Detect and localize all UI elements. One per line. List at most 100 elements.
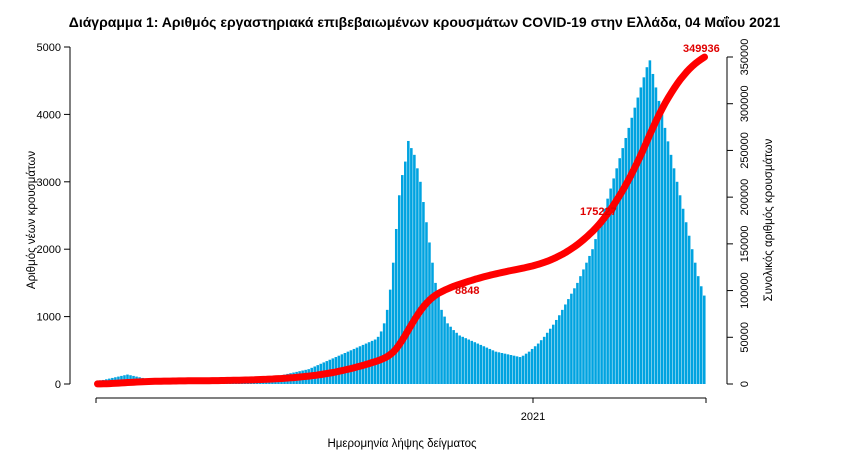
bar [603,208,606,384]
bar [476,343,480,384]
bar [443,316,446,384]
bar [551,324,555,384]
bar [615,168,618,384]
y-tick-label: 4000 [37,109,61,121]
bar [579,276,582,384]
bar [437,296,440,384]
bar [404,161,407,384]
y2-axis-label: Συνολικός αριθμός κρουσμάτων [763,138,775,301]
bar [515,356,519,384]
chart-title: Διάγραμμα 1: Αριθμός εργαστηριακά επιβεβ… [68,14,781,30]
bar [645,67,649,384]
bar [416,168,419,384]
bar [660,114,664,385]
bar [648,60,652,384]
bar [536,343,540,384]
bar [464,338,467,384]
bar [467,339,471,384]
bar [407,140,410,384]
bar [482,346,486,384]
y2-tick-label: 0 [739,381,751,387]
bar [422,202,425,384]
bar [591,249,594,384]
bar [385,309,389,384]
bar [633,107,637,384]
bar [573,288,576,384]
y-tick-label: 3000 [37,177,61,189]
bar [401,175,404,384]
bar [570,293,573,384]
bar [639,87,643,384]
bar [485,347,489,384]
bar [609,188,612,384]
bar [521,355,525,384]
bar [636,97,640,385]
y2-tick-label: 350000 [739,39,751,76]
bar [558,315,561,384]
bar [612,178,615,384]
bar [497,352,501,384]
bar [518,357,522,384]
bar [702,295,706,384]
bar [696,276,700,384]
callout-8848: 8848 [455,285,479,297]
bar [567,299,570,384]
bar [488,348,492,384]
bar [470,340,474,384]
bar-group [96,60,706,385]
bar [621,148,625,384]
bar [594,239,597,384]
cumulative-line-group [94,53,708,388]
bar [672,168,676,384]
y-tick-label: 0 [55,379,61,391]
bar [585,262,588,384]
y-axis-label: Αριθμός νέων κρουσμάτων [26,151,38,289]
bar [606,198,609,384]
bar [687,235,691,384]
bar [597,228,600,384]
cumulative-line [94,53,708,388]
bar [527,351,531,384]
bar [388,289,392,384]
bar [545,332,549,384]
bar [564,304,567,384]
bar [506,354,510,384]
y2-tick-label: 200000 [739,179,751,216]
bar [654,87,658,384]
bar [657,100,661,385]
bar [431,262,434,384]
y2-tick-label: 50000 [739,322,751,353]
bar [503,353,507,384]
y-ticks-right: 0 50000 100000 150000 200000 250000 300000 3500… [727,39,751,387]
bar [618,158,621,384]
bar [434,282,437,384]
bar [479,344,483,384]
bar [419,181,422,384]
bar [413,154,416,384]
x-tick-label-2021: 2021 [521,411,545,423]
bar [391,262,395,384]
bar [600,218,603,384]
bar [651,73,655,385]
bar [669,154,673,384]
bar [678,195,682,384]
y2-tick-label: 300000 [739,85,751,122]
y-ticks-left: 0 1000 2000 3000 4000 5000 [37,42,70,391]
bar [455,332,458,384]
bar [681,208,685,384]
bar [690,249,694,384]
bar [548,328,552,384]
bar [394,228,398,384]
bar [693,262,697,384]
bar [512,355,516,384]
bar [576,282,579,384]
bar [509,355,513,384]
bar [397,195,401,384]
bar [524,353,528,384]
bar [699,286,703,384]
bar [684,222,688,384]
bar [410,148,413,384]
bar [452,330,455,384]
y2-tick-label: 100000 [739,272,751,309]
